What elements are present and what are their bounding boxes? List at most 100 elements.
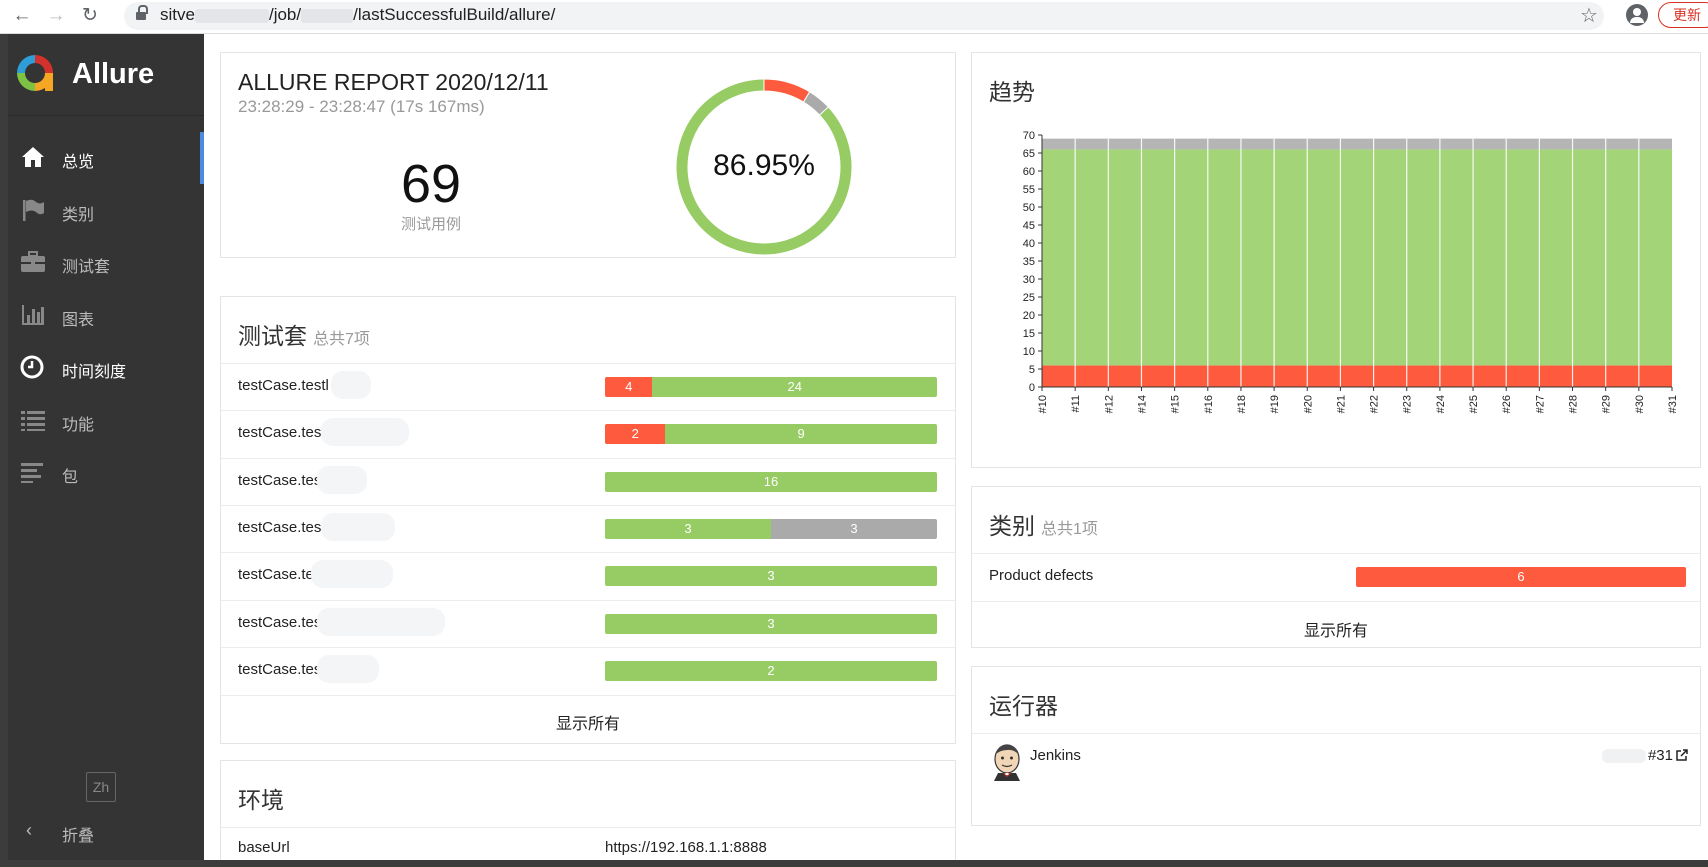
success-rate-donut[interactable] — [674, 77, 854, 257]
sidebar: Allure 总览 类别 测试套 图表 时间刻度 功能 包 — [8, 34, 204, 860]
language-switch-button[interactable]: Zh — [86, 772, 116, 802]
trend-x-tick-label: #18 — [1236, 395, 1248, 413]
url-text: sitve/job//lastSuccessfulBuild/allure/ — [160, 5, 556, 24]
suite-bar-passed: 9 — [665, 424, 937, 445]
sidebar-item-overview[interactable]: 总览 — [8, 132, 204, 185]
sidebar-item-packages[interactable]: 包 — [8, 447, 204, 500]
suite-bar-failed: 2 — [605, 424, 666, 445]
categories-show-all-link[interactable]: 显示所有 — [1303, 623, 1368, 640]
suites-title: 测试套 总共7项 — [238, 317, 370, 351]
suite-name: testCase.testl — [238, 377, 329, 394]
executor-name: Jenkins — [1030, 747, 1081, 764]
environment-value: https://192.168.1.1:8888 — [605, 839, 767, 856]
trend-x-tick-label: #29 — [1601, 395, 1613, 413]
account-icon[interactable] — [1626, 4, 1648, 26]
trend-x-tick-label: #15 — [1170, 395, 1182, 413]
categories-widget: 类别 总共1项 Product defects 6 显示所有 — [971, 486, 1701, 648]
trend-area-failed — [1042, 365, 1672, 387]
clock-icon — [20, 355, 44, 379]
update-button[interactable]: 更新 — [1658, 2, 1708, 28]
sidebar-nav: 总览 类别 测试套 图表 时间刻度 功能 包 — [8, 132, 204, 500]
category-bar: 6 — [1356, 567, 1686, 587]
trend-x-tick-label: #11 — [1070, 395, 1082, 413]
donut-slice-passed — [675, 78, 853, 256]
suite-name: testCase.test_ — [238, 613, 334, 631]
executors-widget: 运行器 Jenkins #31 — [971, 666, 1701, 826]
sidebar-item-timeline[interactable]: 时间刻度 — [8, 342, 204, 395]
donut-slice-failed — [763, 78, 811, 103]
categories-title-text: 类别 — [989, 513, 1035, 539]
trend-y-tick-label: 50 — [1023, 202, 1035, 214]
environment-key: baseUrl — [238, 839, 290, 856]
suite-row[interactable]: testCase.test_ 3 — [221, 599, 955, 647]
suite-row[interactable]: testCase.test_ 2 — [221, 646, 955, 694]
redacted-region — [331, 371, 371, 399]
trend-widget: 趋势 0 5 10 15 20 25 30 35 40 45 50 55 60 65 70 #10 #11 #12… — [971, 52, 1701, 468]
suite-row[interactable]: testCase.test_ 3 3 — [221, 504, 955, 552]
sidebar-item-label: 测试套 — [62, 259, 111, 276]
collapse-sidebar-button[interactable]: ‹ 折叠 — [8, 816, 204, 848]
suite-bar-passed: 2 — [605, 660, 937, 681]
trend-x-tick-label: #25 — [1468, 395, 1480, 413]
sidebar-item-categories[interactable]: 类别 — [8, 185, 204, 238]
suite-bar-passed: 3 — [605, 518, 771, 539]
trend-y-tick-label: 35 — [1023, 256, 1035, 268]
trend-y-tick-label: 65 — [1023, 148, 1035, 160]
sidebar-item-suites[interactable]: 测试套 — [8, 237, 204, 290]
trend-y-tick-label: 20 — [1023, 310, 1035, 322]
trend-y-tick-label: 0 — [1029, 382, 1035, 394]
trend-y-tick-label: 15 — [1023, 328, 1035, 340]
trend-x-tick-label: #22 — [1369, 395, 1381, 413]
suite-row[interactable]: testCase.tes 3 — [221, 552, 955, 599]
trend-y-tick-label: 70 — [1023, 130, 1035, 142]
suite-name: testCase.tes — [238, 566, 322, 584]
redacted-region — [317, 465, 367, 494]
main-content: ALLURE REPORT 2020/12/11 23:28:29 - 23:2… — [204, 34, 1708, 860]
suite-name: testCase.test_ — [238, 471, 334, 489]
suite-bar-passed: 16 — [605, 471, 937, 492]
trend-y-tick-label: 40 — [1023, 238, 1035, 250]
home-icon — [22, 147, 44, 167]
suite-status-bar: 2 — [605, 660, 937, 681]
trend-y-tick-label: 10 — [1023, 346, 1035, 358]
suite-row[interactable]: testCase.test_ 16 — [221, 457, 955, 505]
executor-build-link[interactable]: #31 — [1601, 747, 1688, 764]
external-link-icon — [1676, 749, 1688, 761]
trend-chart[interactable]: 0 5 10 15 20 25 30 35 40 45 50 55 60 65 70 #10 #11 #12 #14… — [982, 123, 1682, 463]
brand[interactable]: Allure — [8, 34, 204, 116]
trend-title: 趋势 — [989, 79, 1035, 105]
sidebar-item-label: 总览 — [62, 154, 95, 171]
suite-bar-passed: 24 — [652, 377, 937, 397]
trend-area-skipped — [1042, 138, 1672, 150]
suite-name: testCase.tes — [238, 424, 322, 442]
suite-bar-failed: 4 — [605, 377, 653, 397]
briefcase-icon — [21, 251, 45, 272]
allure-logo-icon — [17, 55, 53, 91]
trend-x-tick-label: #19 — [1269, 395, 1281, 413]
bookmark-star-icon[interactable]: ☆ — [1580, 5, 1598, 27]
category-row[interactable]: Product defects 6 — [972, 553, 1700, 601]
trend-y-tick-label: 60 — [1023, 166, 1035, 178]
back-arrow-icon[interactable]: ← — [12, 5, 32, 26]
sidebar-item-behaviors[interactable]: 功能 — [8, 395, 204, 448]
test-case-count: 69 — [400, 154, 462, 214]
suite-row[interactable]: testCase.tes 2 9 — [221, 410, 955, 457]
trend-x-tick-label: #21 — [1335, 395, 1347, 413]
suites-title-text: 测试套 — [238, 323, 307, 349]
suite-name: testCase.test_ — [238, 518, 334, 536]
executors-title: 运行器 — [989, 693, 1058, 719]
suite-row[interactable]: testCase.testl 4 24 — [221, 363, 955, 410]
forward-arrow-icon[interactable]: → — [46, 5, 66, 26]
suite-bar-skipped: 3 — [771, 518, 937, 539]
reload-icon[interactable]: ↻ — [82, 5, 98, 26]
sidebar-item-graphs[interactable]: 图表 — [8, 290, 204, 343]
suite-bar-passed: 3 — [605, 613, 937, 634]
address-bar[interactable]: sitve/job//lastSuccessfulBuild/allure/ — [124, 2, 1604, 30]
trend-x-tick-label: #31 — [1667, 395, 1679, 413]
suites-show-all-link[interactable]: 显示所有 — [555, 716, 620, 733]
trend-x-tick-label: #28 — [1568, 395, 1580, 413]
trend-x-tick-label: #16 — [1203, 395, 1215, 413]
suite-name: testCase.test_ — [238, 660, 334, 678]
bar-chart-icon — [22, 304, 44, 325]
